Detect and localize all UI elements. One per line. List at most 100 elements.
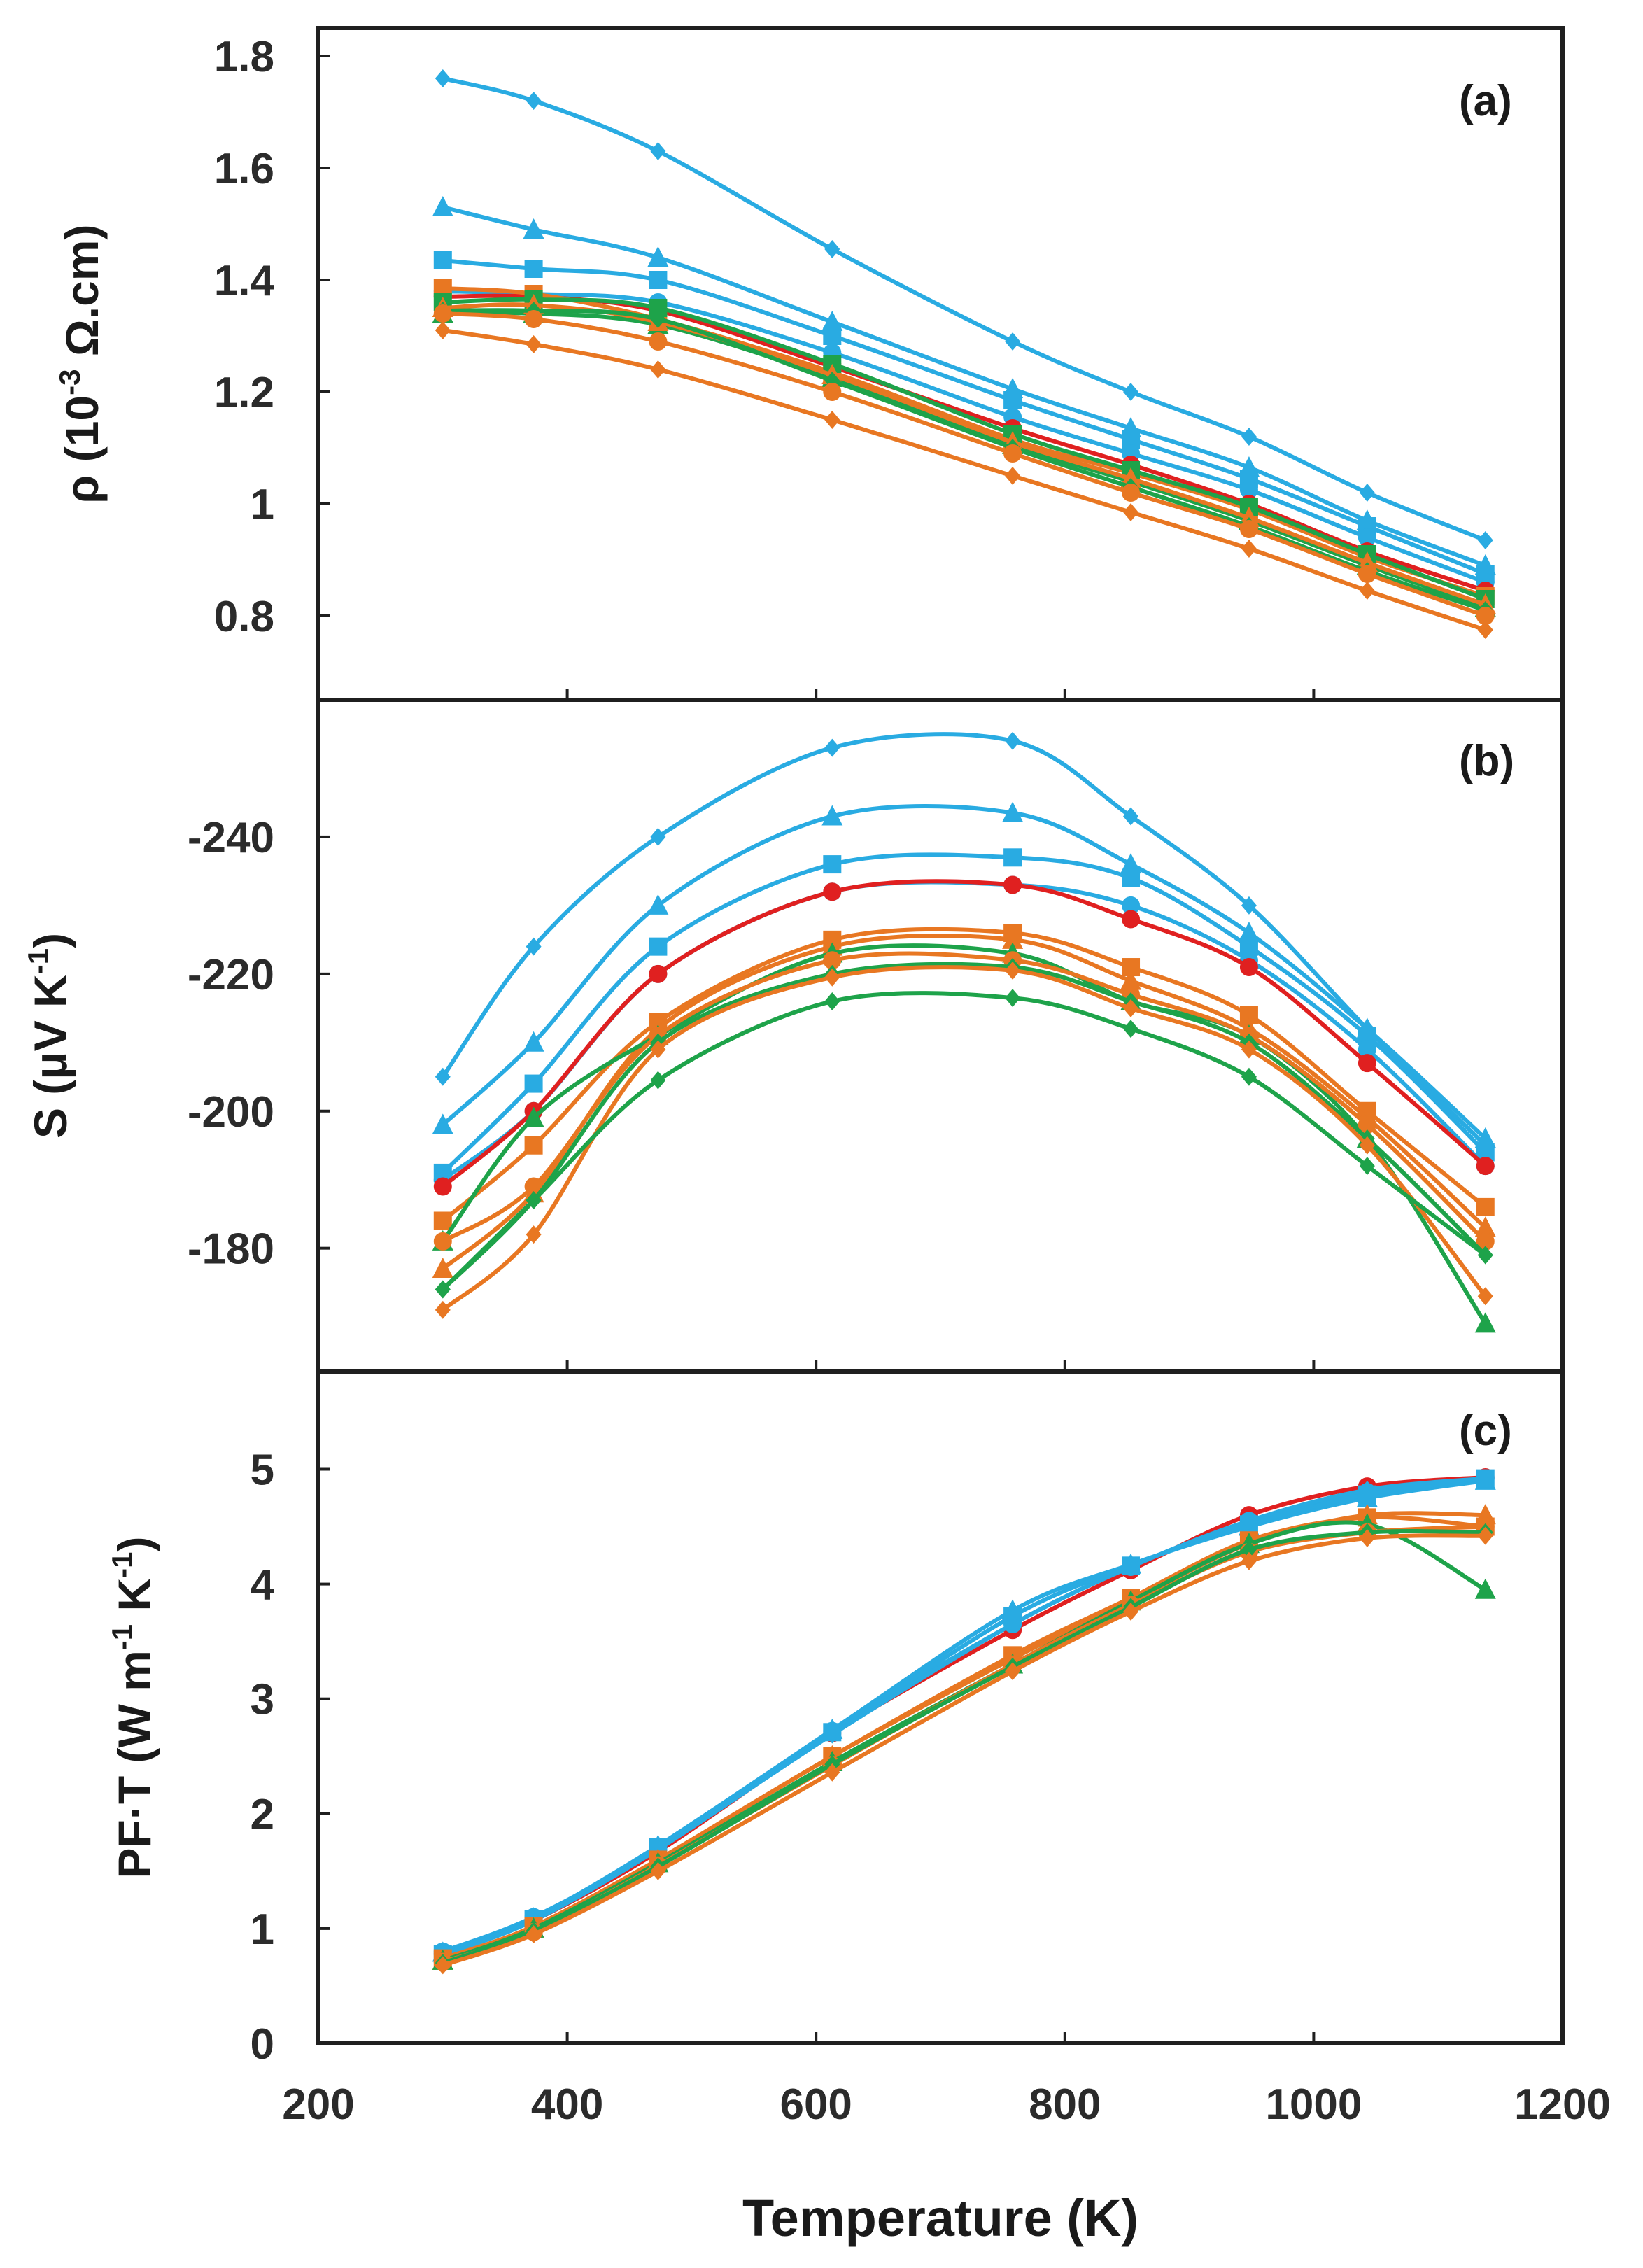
panel-b-series-11-point [1123,1020,1139,1038]
panel-a-ytick-label: 1.4 [214,257,275,305]
panel-c-ylabel-prefix: PF·T (W m [108,1650,160,1878]
panel-b-series-1-point [432,1113,453,1134]
panel-b-series-10-point [824,968,840,987]
panel-b-series-2-point [1122,868,1141,887]
panel-a-series-11-point [435,321,451,339]
panel-b-ytick-label: -240 [188,814,274,862]
panel-a-series-10-point [1003,444,1022,463]
x-tick-label: 200 [282,2080,354,2129]
panel-a-series-10-point [1476,607,1495,625]
panel-b-series-2-point [1003,848,1022,867]
panel-a-series-line-11 [442,328,1486,632]
panel-c-series-10-point [1241,1551,1257,1570]
panel-b-series-2-point [524,1074,543,1093]
x-axis-ticks: 200 400 600 800 1000 1200 [282,2080,1611,2129]
panel-a-series-11-point [526,335,542,353]
panel-c-ylabel-mid: K [108,1578,160,1624]
panel-b-series-line-10 [441,965,1488,1312]
panel-a-series-line-3 [442,289,1486,584]
panel-a-series-2-point [823,327,842,345]
panel-b-series-1-point [1474,1127,1496,1148]
panel-a-series-line-1 [442,205,1486,568]
panel-a-label: (a) [1459,77,1512,125]
panel-a-ylabel-prefix: ρ (10 [56,395,108,504]
panel-a-series-10-point [524,310,543,328]
panel-a: 0.8 1 1.2 1.4 1.6 1.8 (a) ρ (10-3 Ω.cm) [53,26,1565,702]
x-tick-label: 600 [780,2080,852,2129]
panel-a-series-line-10 [442,311,1486,618]
panel-c-ylabel-suffix: ) [108,1537,160,1552]
panel-c-series-10-point [824,1763,840,1782]
panel-a-ytick-label: 1.8 [214,33,274,81]
panel-a-ticks: 0.8 1 1.2 1.4 1.6 1.8 [214,33,1316,700]
panel-b-series-5-point [1476,1197,1495,1216]
panel-c-series-line-4 [442,1476,1486,1957]
panel-a-series-3-point [1358,528,1376,547]
panel-b-series-0-point [824,738,840,757]
panel-b-series-0-point [650,827,666,846]
panel-b-series-4-point [1239,958,1258,977]
panel-b-series-4-point [1122,910,1141,929]
panel-b-series-11-point [526,1191,542,1210]
panel-b-series-1-point [523,1031,544,1052]
panel-b-ylabel: S (μV K-1) [22,933,76,1139]
panel-b-series-line-1 [441,804,1487,1141]
panel-b-series-10-point [1123,999,1139,1017]
panel-b-series-10-point [526,1225,542,1244]
panel-b-series-1-point [822,805,843,826]
panel-c-series-9-point [1241,1540,1257,1559]
panel-b-series [432,731,1496,1333]
panel-a-ytick-label: 1.2 [214,369,274,417]
panel-a-series-9-point [650,310,666,328]
panel-c-series-line-10 [442,1533,1486,1968]
panel-b-series-3-point [1122,896,1141,915]
panel-c-series-10-point [1359,1528,1375,1547]
panel-a-series-10-point [649,332,668,351]
panel-c-series-10-point [1123,1602,1139,1621]
x-axis-label: Temperature (K) [742,2189,1138,2247]
x-tick-label: 800 [1029,2080,1101,2129]
panel-b-series-11-point [1241,1067,1257,1086]
panel-b-ytick-label: -220 [188,951,274,999]
panel-a-series-2-point [649,271,668,289]
panel-a-series [432,69,1496,639]
panel-a-series-10-point [1358,565,1376,583]
panel-b-series-0-point [1005,731,1021,750]
panel-b-series-1-point [1238,922,1260,943]
panel-b-series-line-5 [441,927,1487,1223]
panel-b-series-8-point [1476,1232,1495,1251]
panel-a-series-2-point [1003,391,1022,409]
x-tick-label: 1200 [1514,2080,1611,2129]
panel-b-series-6-point [1002,928,1024,949]
x-tick-label: 1000 [1265,2080,1362,2129]
panel-a-series-line-7 [442,310,1486,610]
panel-a-series-11-point [1359,582,1375,600]
panel-b-series-8-point [1358,1115,1376,1134]
panel-a-series-0-point [1005,332,1021,351]
panel-b-series-8-point [433,1232,452,1251]
panel-b-series-6-point [1474,1216,1496,1237]
panel-b-label: (b) [1459,737,1514,785]
panel-c-ytick-label: 0 [251,2020,274,2069]
panel-b-ticks: -180 -200 -220 -240 [188,814,1316,1372]
panel-a-series-10-point [1122,484,1141,502]
panel-c-series-4-point [1477,1469,1493,1488]
panel-b-series-10-point [1005,961,1021,980]
panel-a-series-0-point [1123,383,1139,401]
panel-b-series-0-point [1241,896,1257,915]
panel-b-series-4-point [1003,875,1022,894]
panel-b-series-8-point [524,1177,543,1196]
panel-b-series-10-point [435,1300,451,1319]
panel-c-series-7-point [1474,1578,1496,1599]
panel-c-series-line-9 [442,1528,1486,1965]
panel-b-series-1-point [647,894,669,915]
panel-a-ylabel-suffix: Ω.cm) [56,225,108,369]
panel-b: -180 -200 -220 -240 (b) S (μV K-1) [22,698,1565,1374]
panel-b-series-4-point [433,1177,452,1196]
panel-b-series-4-point [649,964,668,983]
panel-b-series-11-point [650,1071,666,1090]
panel-a-series-0-point [1477,531,1493,549]
panel-b-series-5-point [524,1136,543,1155]
